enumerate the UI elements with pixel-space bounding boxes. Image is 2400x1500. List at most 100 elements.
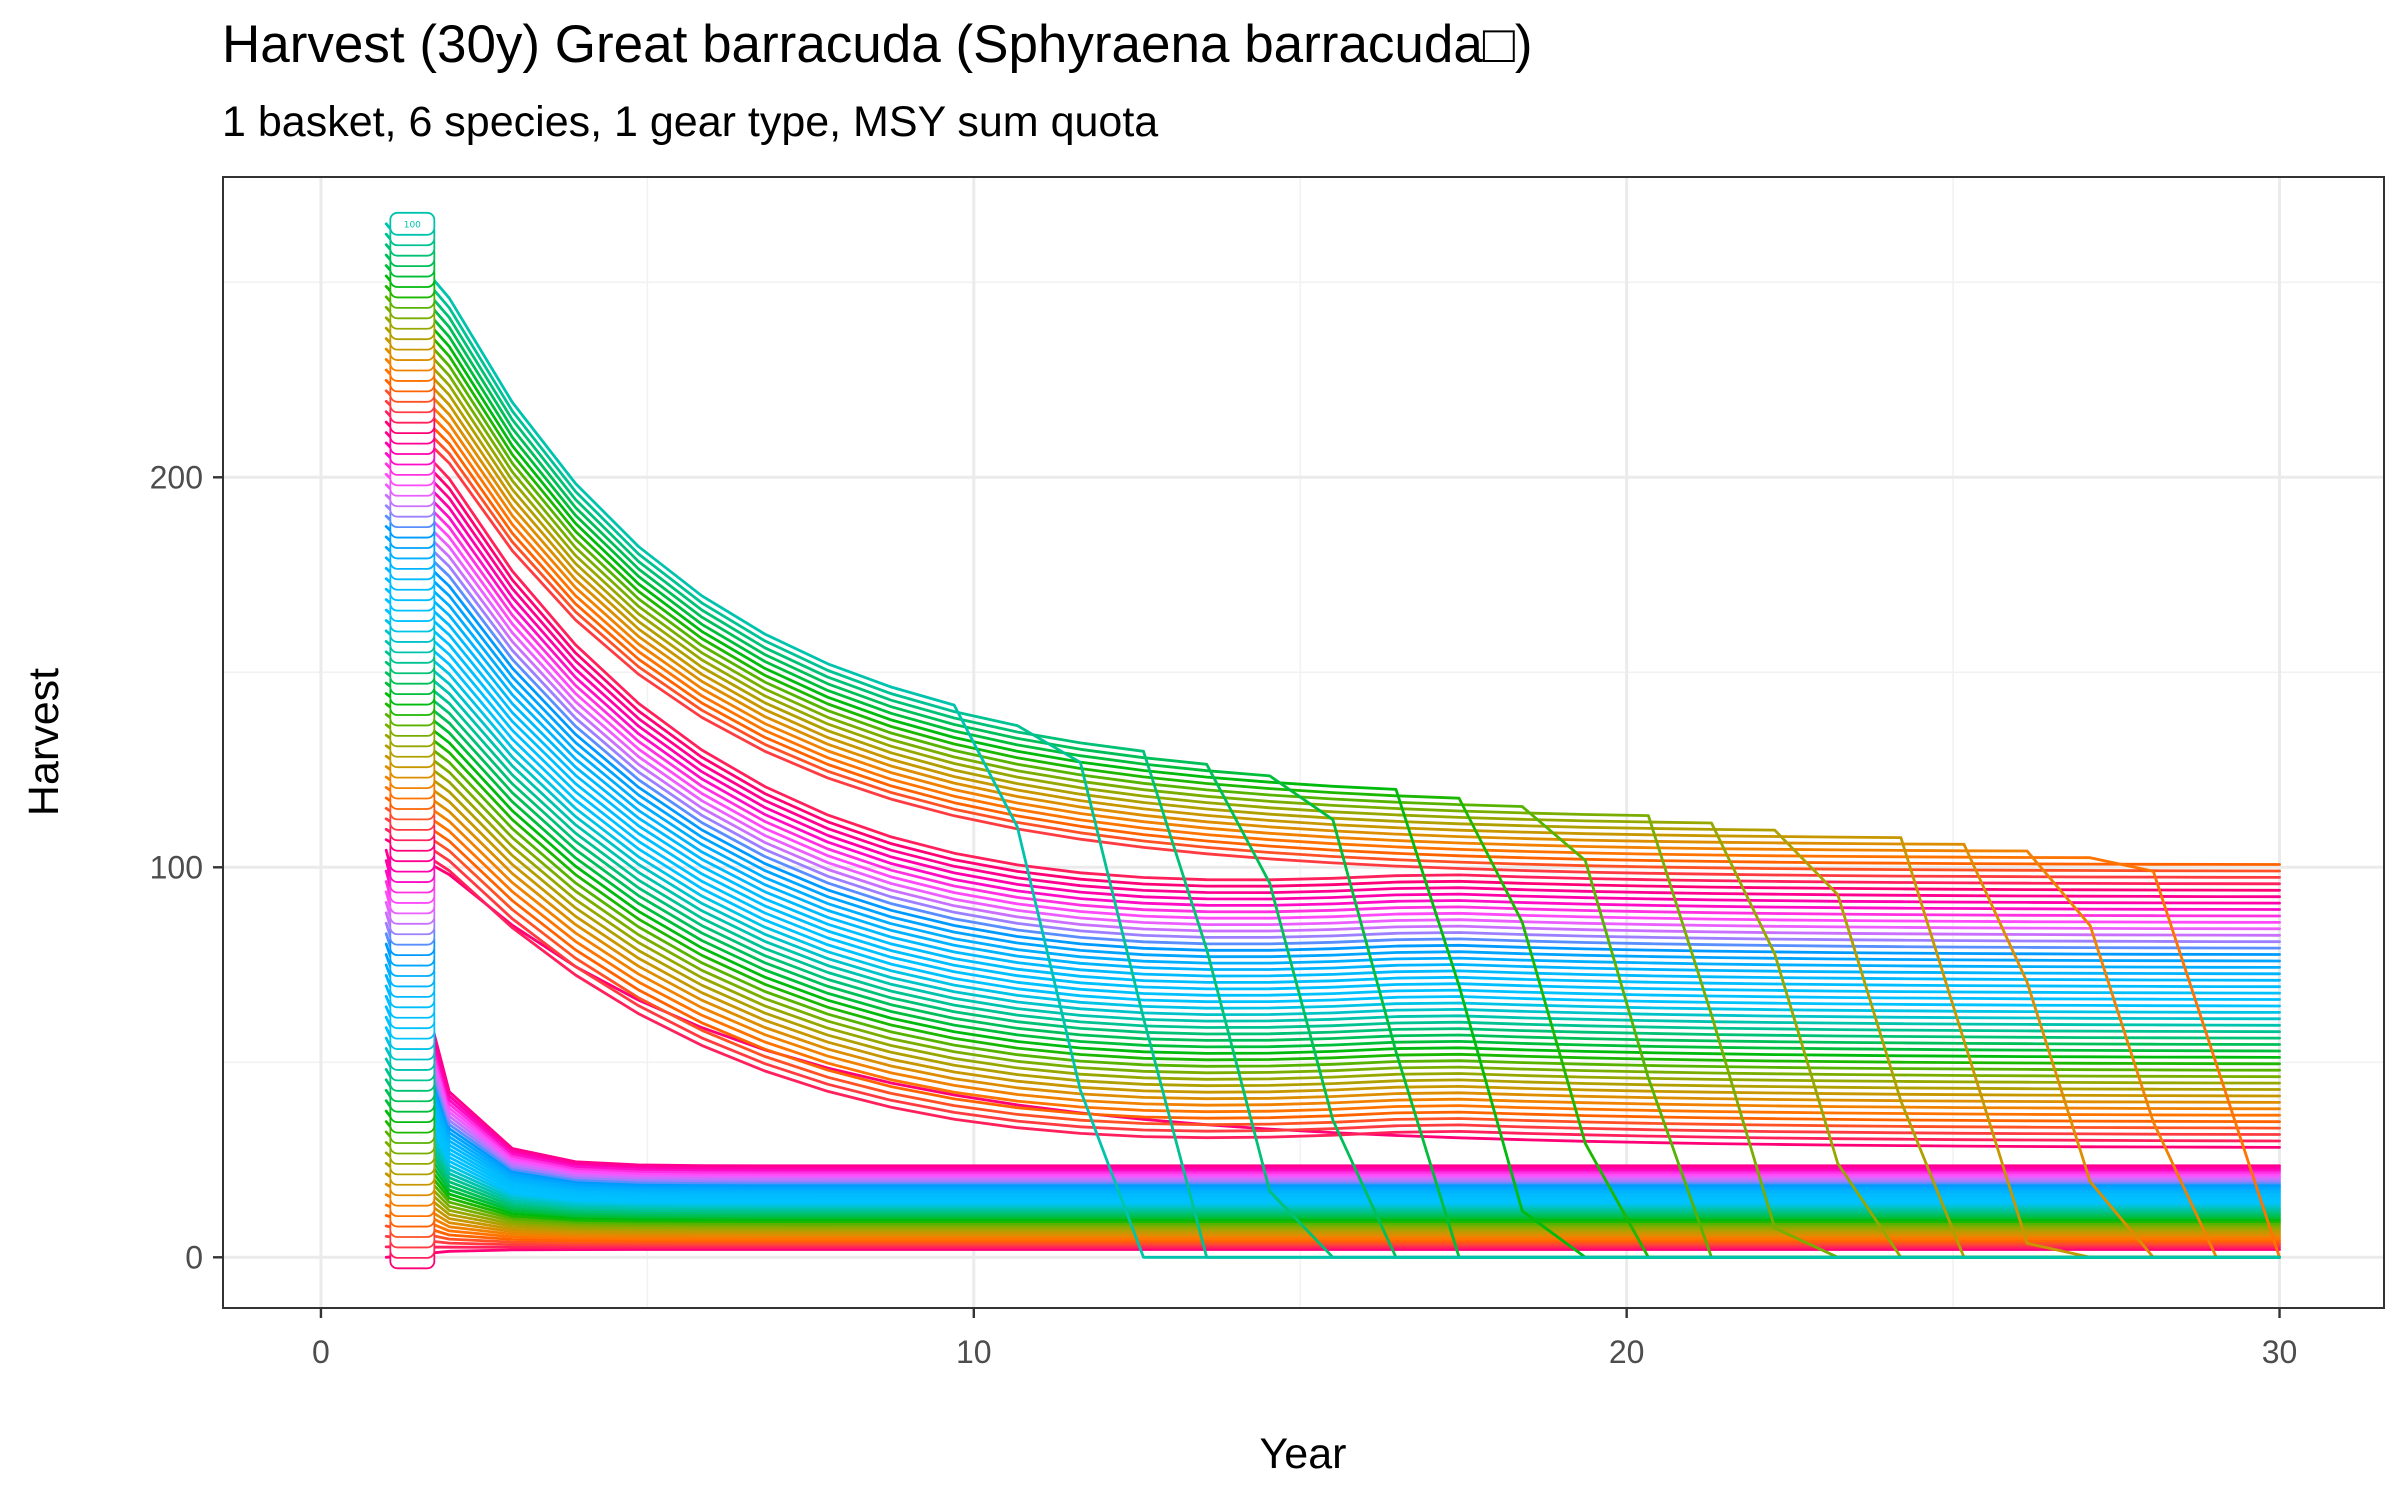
series-line-46 [384, 786, 2281, 1117]
series-lines [384, 222, 2281, 1259]
series-line-74 [384, 493, 2281, 937]
series-line-69 [384, 546, 2281, 969]
series-line-41 [384, 838, 2281, 1149]
series-line-5 [384, 1214, 2281, 1243]
series-line-77 [384, 462, 2281, 918]
series-line-23 [384, 1026, 2281, 1204]
series-label-box [389, 211, 436, 236]
series-line-34 [384, 911, 2281, 1181]
series-line-68 [384, 556, 2281, 976]
series-line-6 [384, 1203, 2281, 1241]
series-line-22 [384, 1036, 2281, 1206]
series-line-7 [384, 1193, 2281, 1238]
x-tick-label: 10 [956, 1334, 992, 1370]
series-line-24 [384, 1015, 2281, 1202]
y-tick-label: 100 [150, 849, 203, 885]
y-tick-label: 200 [150, 459, 203, 495]
series-line-70 [384, 535, 2281, 963]
series-line-26 [384, 994, 2281, 1198]
series-line-8 [384, 1182, 2281, 1236]
plot-panel-border [222, 176, 2385, 1309]
series-line-10 [384, 1161, 2281, 1232]
series-line-100 [384, 222, 2281, 1259]
series-line-9 [384, 1172, 2281, 1234]
series-line-52 [384, 723, 2281, 1079]
series-line-38 [384, 869, 2281, 1172]
series-line-85 [384, 379, 2281, 866]
grid-lines [223, 177, 2384, 1308]
series-line-60 [384, 640, 2281, 1027]
series-line-83 [384, 399, 2281, 879]
x-tick-label: 20 [1609, 1334, 1645, 1370]
series-line-12 [384, 1141, 2281, 1228]
series-line-47 [384, 775, 2281, 1111]
series-line-80 [384, 431, 2281, 899]
series-line-86 [384, 368, 2281, 1259]
series-label-boxes: 100 [389, 211, 436, 1270]
series-line-40 [384, 848, 2281, 1168]
series-line-11 [384, 1151, 2281, 1230]
series-line-81 [384, 420, 2281, 892]
series-line-62 [384, 619, 2281, 1014]
series-line-50 [384, 744, 2281, 1091]
series-line-29 [384, 963, 2281, 1191]
axis-ticks: 0 10 20 30 0 100 200 [150, 459, 2298, 1370]
series-line-32 [384, 932, 2281, 1185]
x-axis-title: Year [1260, 1430, 1347, 1478]
series-line-48 [384, 765, 2281, 1104]
series-line-33 [384, 921, 2281, 1183]
series-line-36 [384, 890, 2281, 1176]
series-line-30 [384, 953, 2281, 1189]
chart-subtitle: 1 basket, 6 species, 1 gear type, MSY su… [222, 98, 1159, 146]
series-line-98 [384, 243, 2281, 1259]
series-line-28 [384, 974, 2281, 1193]
series-line-37 [384, 880, 2281, 1174]
series-line-14 [384, 1120, 2281, 1223]
series-line-67 [384, 566, 2281, 982]
series-line-56 [384, 681, 2281, 1053]
series-line-65 [384, 587, 2281, 995]
series-line-16 [384, 1099, 2281, 1219]
series-line-54 [384, 702, 2281, 1066]
x-tick-label: 0 [312, 1334, 330, 1370]
series-line-53 [384, 713, 2281, 1072]
series-line-87 [384, 358, 2281, 1259]
series-line-73 [384, 504, 2281, 944]
series-line-31 [384, 942, 2281, 1187]
series-line-79 [384, 441, 2281, 905]
top-series-label: 100 [404, 220, 421, 230]
chart-title: Harvest (30y) Great barracuda (Sphyraena… [222, 15, 1533, 74]
series-line-2 [384, 1245, 2281, 1249]
series-line-1 [384, 1248, 2281, 1259]
series-line-82 [384, 410, 2281, 886]
x-tick-label: 30 [2262, 1334, 2298, 1370]
series-line-59 [384, 650, 2281, 1034]
series-line-13 [384, 1130, 2281, 1226]
series-line-71 [384, 525, 2281, 956]
y-axis-title: Harvest [20, 668, 68, 816]
series-line-20 [384, 1057, 2281, 1211]
series-line-17 [384, 1088, 2281, 1217]
series-line-15 [384, 1109, 2281, 1221]
series-line-35 [384, 901, 2281, 1178]
series-line-19 [384, 1068, 2281, 1213]
series-line-75 [384, 483, 2281, 931]
series-line-66 [384, 577, 2281, 989]
series-line-84 [384, 389, 2281, 873]
series-line-88 [384, 347, 2281, 1259]
series-line-4 [384, 1224, 2281, 1245]
y-tick-label: 0 [185, 1239, 203, 1275]
series-line-78 [384, 452, 2281, 911]
series-line-49 [384, 754, 2281, 1098]
series-line-21 [384, 1047, 2281, 1208]
series-line-76 [384, 472, 2281, 924]
series-line-39 [384, 859, 2281, 1170]
series-line-63 [384, 608, 2281, 1008]
series-line-72 [384, 514, 2281, 950]
series-line-3 [384, 1235, 2281, 1247]
series-line-64 [384, 598, 2281, 1001]
series-line-25 [384, 1005, 2281, 1200]
series-line-18 [384, 1078, 2281, 1215]
series-line-27 [384, 984, 2281, 1196]
